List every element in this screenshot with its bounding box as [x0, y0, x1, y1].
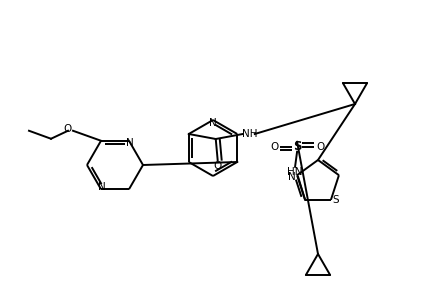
Text: N: N: [288, 172, 296, 182]
Text: S: S: [293, 140, 301, 153]
Text: HN: HN: [287, 167, 303, 177]
Text: NH: NH: [242, 129, 257, 139]
Text: O: O: [214, 161, 222, 171]
Text: O: O: [64, 124, 72, 134]
Text: O: O: [316, 142, 324, 152]
Text: N: N: [209, 118, 217, 128]
Text: N: N: [98, 182, 106, 192]
Text: N: N: [126, 138, 134, 148]
Text: O: O: [270, 142, 278, 152]
Text: S: S: [332, 195, 339, 205]
